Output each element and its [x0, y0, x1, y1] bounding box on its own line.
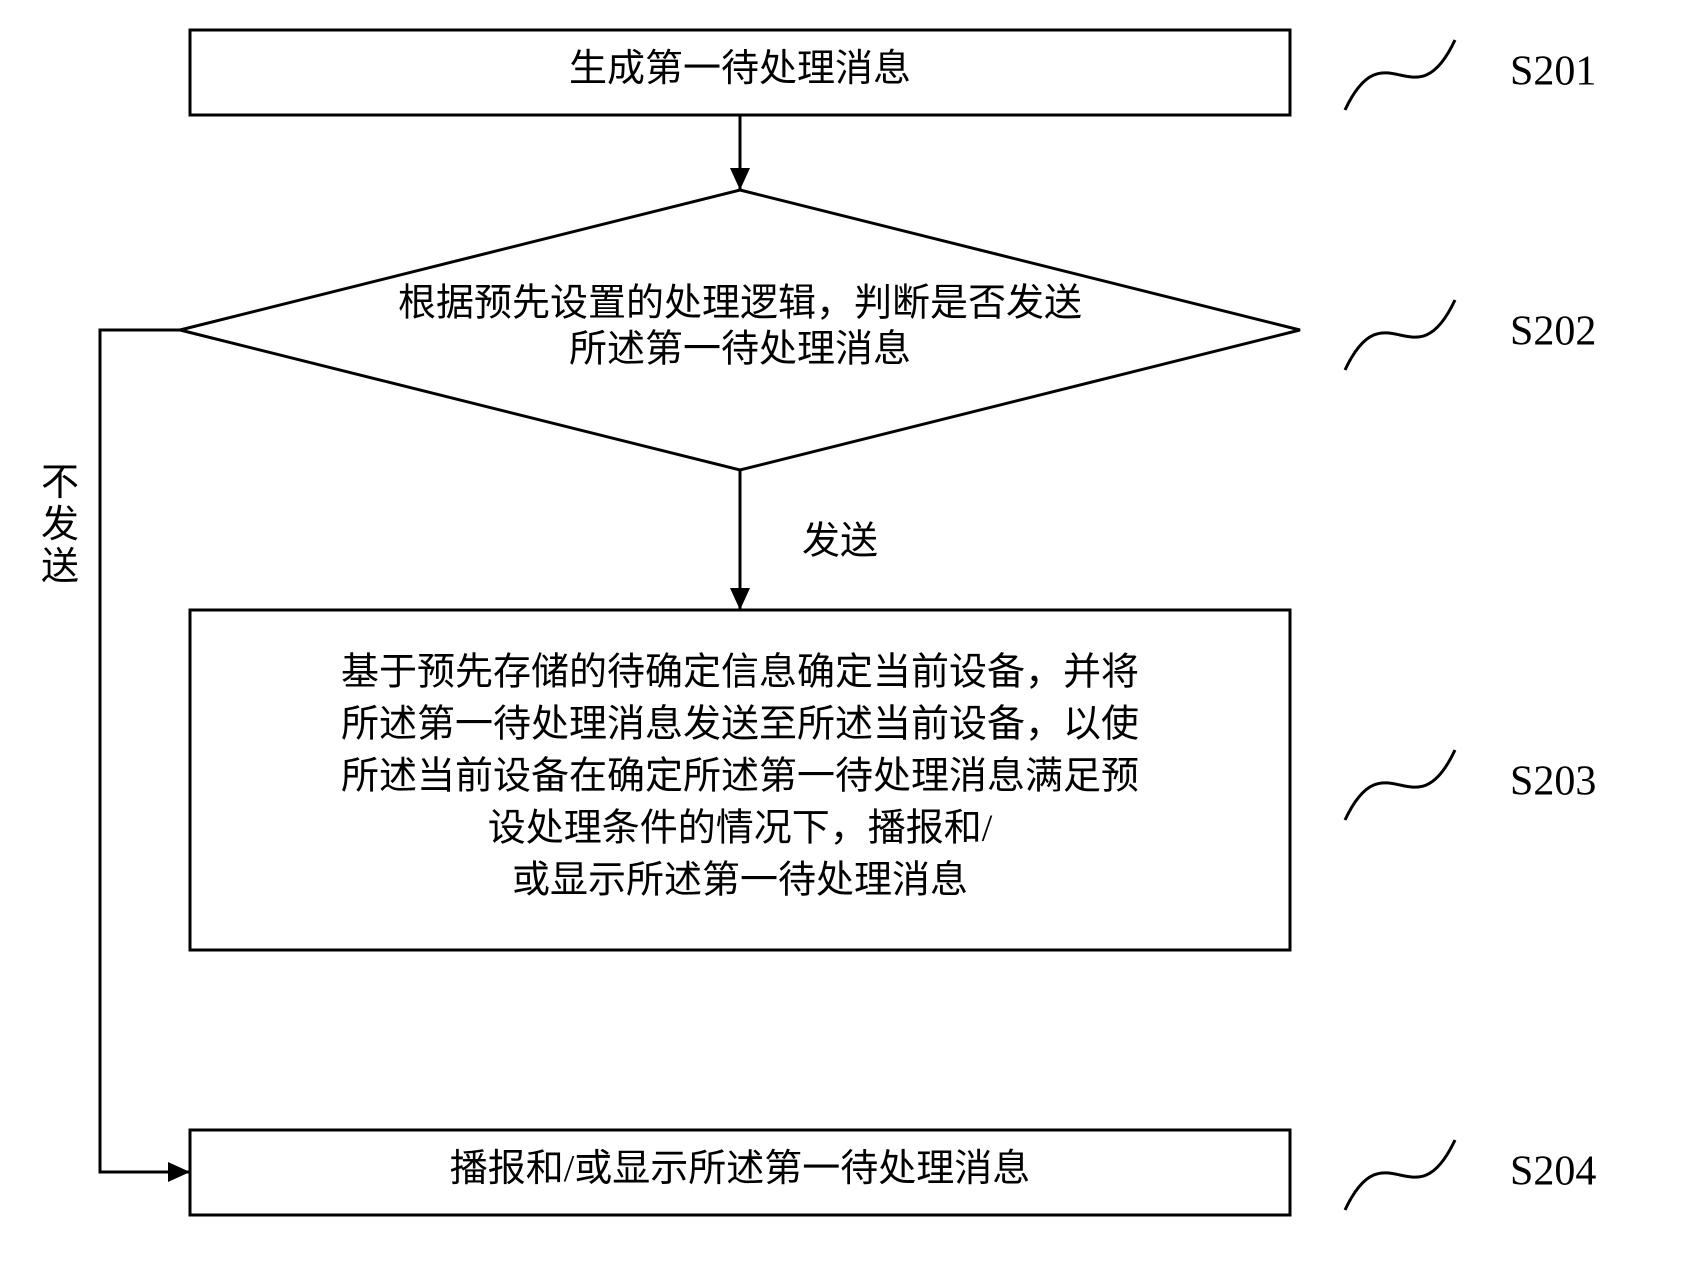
- node-s203-text-line-3: 设处理条件的情况下，播报和/: [488, 808, 993, 850]
- step-label-s201-text: S201: [1510, 49, 1596, 95]
- node-s203-text-line-4: 或显示所述第一待处理消息: [512, 860, 968, 902]
- step-label-s204-text: S204: [1510, 1149, 1596, 1195]
- node-s201-text-line-0: 生成第一待处理消息: [569, 48, 911, 90]
- flowchart-diagram: 生成第一待处理消息根据预先设置的处理逻辑，判断是否发送所述第一待处理消息基于预先…: [0, 0, 1699, 1283]
- edge-e2-label: 发送: [802, 521, 878, 563]
- node-s202-text-line-1: 所述第一待处理消息: [569, 329, 911, 371]
- node-s202-text-line-0: 根据预先设置的处理逻辑，判断是否发送: [398, 283, 1082, 325]
- edge-e3-vlabel-0: 不: [41, 462, 79, 504]
- edge-e3-vlabel-1: 发: [41, 504, 79, 546]
- node-s204-text-line-0: 播报和/或显示所述第一待处理消息: [450, 1148, 1031, 1190]
- edge-e3-vlabel-2: 送: [41, 546, 79, 588]
- step-label-s202-text: S202: [1510, 309, 1596, 355]
- node-s203-text-line-0: 基于预先存储的待确定信息确定当前设备，并将: [341, 652, 1139, 694]
- step-label-s203-text: S203: [1510, 759, 1596, 805]
- node-s203-text-line-2: 所述当前设备在确定所述第一待处理消息满足预: [341, 756, 1139, 798]
- node-s203-text-line-1: 所述第一待处理消息发送至所述当前设备，以使: [341, 704, 1139, 746]
- canvas-bg: [0, 0, 1699, 1283]
